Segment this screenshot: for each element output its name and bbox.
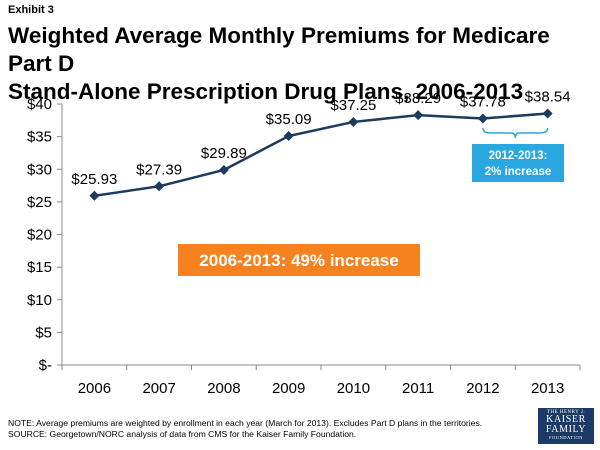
data-point	[477, 113, 488, 124]
kff-logo: THE HENRY J. KAISER FAMILY FOUNDATION	[538, 408, 594, 444]
note-text: NOTE: Average premiums are weighted by e…	[8, 418, 483, 428]
data-point	[89, 190, 100, 201]
data-point	[218, 164, 229, 175]
period-increase-line-2: 2% increase	[485, 166, 552, 178]
exhibit-label: Exhibit 3	[8, 4, 54, 16]
footnote: NOTE: Average premiums are weighted by e…	[8, 418, 518, 440]
data-label: $25.93	[71, 171, 117, 188]
y-tick-label: $20	[27, 227, 52, 244]
logo-line-2: KAISER	[546, 414, 586, 425]
chart-title: Weighted Average Monthly Premiums for Me…	[8, 22, 593, 106]
x-tick-label: 2011	[402, 380, 434, 397]
overall-increase-text: 2006-2013: 49% increase	[199, 251, 398, 270]
y-tick-label: $5	[35, 324, 52, 341]
logo-line-3: FAMILY	[545, 424, 587, 435]
x-tick-label: 2013	[531, 380, 564, 397]
x-tick-label: 2012	[466, 380, 499, 397]
y-tick-label: $15	[27, 259, 52, 276]
data-point	[283, 131, 294, 142]
x-tick-label: 2007	[142, 380, 175, 397]
data-label: $35.09	[266, 111, 312, 128]
x-tick-label: 2009	[272, 380, 305, 397]
data-label: $29.89	[201, 145, 247, 162]
chart-title-line-1: Weighted Average Monthly Premiums for Me…	[8, 23, 550, 76]
data-label: $38.54	[525, 89, 571, 106]
logo-line-4: FOUNDATION	[549, 435, 583, 440]
data-label: $37.25	[330, 97, 376, 114]
source-text: SOURCE: Georgetown/NORC analysis of data…	[8, 429, 357, 439]
data-point	[154, 181, 165, 192]
y-tick-label: $35	[27, 129, 52, 146]
y-tick-label: $30	[27, 161, 52, 178]
x-tick-label: 2006	[78, 380, 111, 397]
data-point	[542, 108, 553, 119]
x-tick-label: 2008	[207, 380, 240, 397]
y-tick-label: $25	[27, 194, 52, 211]
period-bracket	[482, 127, 549, 139]
chart-title-line-2: Stand-Alone Prescription Drug Plans, 200…	[8, 79, 524, 104]
data-label: $27.39	[136, 161, 182, 178]
data-label: $37.78	[460, 93, 506, 110]
logo-line-1: THE HENRY J.	[546, 410, 586, 415]
y-tick-label: $10	[27, 292, 52, 309]
data-point	[413, 110, 424, 121]
x-tick-label: 2010	[337, 380, 370, 397]
period-increase-box	[472, 144, 564, 182]
data-label: $38.29	[395, 90, 441, 107]
data-point	[348, 116, 359, 127]
series-line	[94, 112, 548, 198]
period-increase-line-1: 2012-2013:	[489, 150, 548, 162]
overall-increase-box	[178, 244, 420, 276]
y-tick-label: $40	[27, 96, 52, 113]
y-tick-label: $-	[39, 357, 52, 374]
